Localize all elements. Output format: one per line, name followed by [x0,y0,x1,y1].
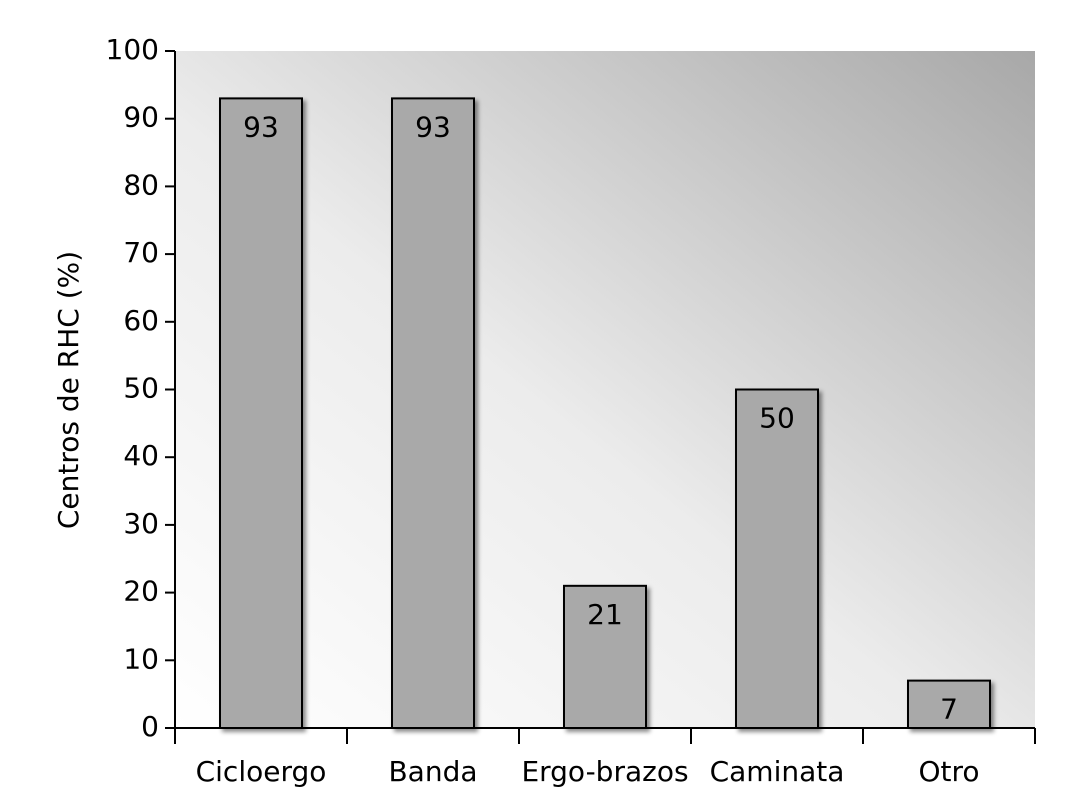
value-label: 7 [940,693,958,726]
x-tick-label: Otro [918,755,979,788]
x-tick-label: Banda [388,755,477,788]
y-tick-label: 90 [123,101,159,134]
value-label: 93 [415,110,451,143]
y-tick-label: 40 [123,439,159,472]
y-tick-label: 60 [123,304,159,337]
value-label: 50 [759,402,795,435]
bar [563,584,647,730]
y-tick-label: 0 [141,710,159,743]
x-tick-label: Caminata [710,755,845,788]
y-tick-label: 20 [123,575,159,608]
x-tick-label: Ergo-brazos [521,755,688,788]
bar [391,97,475,729]
value-label: 93 [243,110,279,143]
y-tick-label: 100 [106,33,159,66]
y-tick-label: 80 [123,168,159,201]
y-axis-label: Centros de RHC (%) [52,251,85,529]
bar [219,97,303,729]
y-tick-label: 10 [123,642,159,675]
y-tick-label: 30 [123,507,159,540]
bar [735,388,819,729]
value-label: 21 [587,598,623,631]
y-tick-label: 50 [123,372,159,405]
bar [907,679,991,729]
x-tick-label: Cicloergo [196,755,327,788]
y-tick-label: 70 [123,236,159,269]
